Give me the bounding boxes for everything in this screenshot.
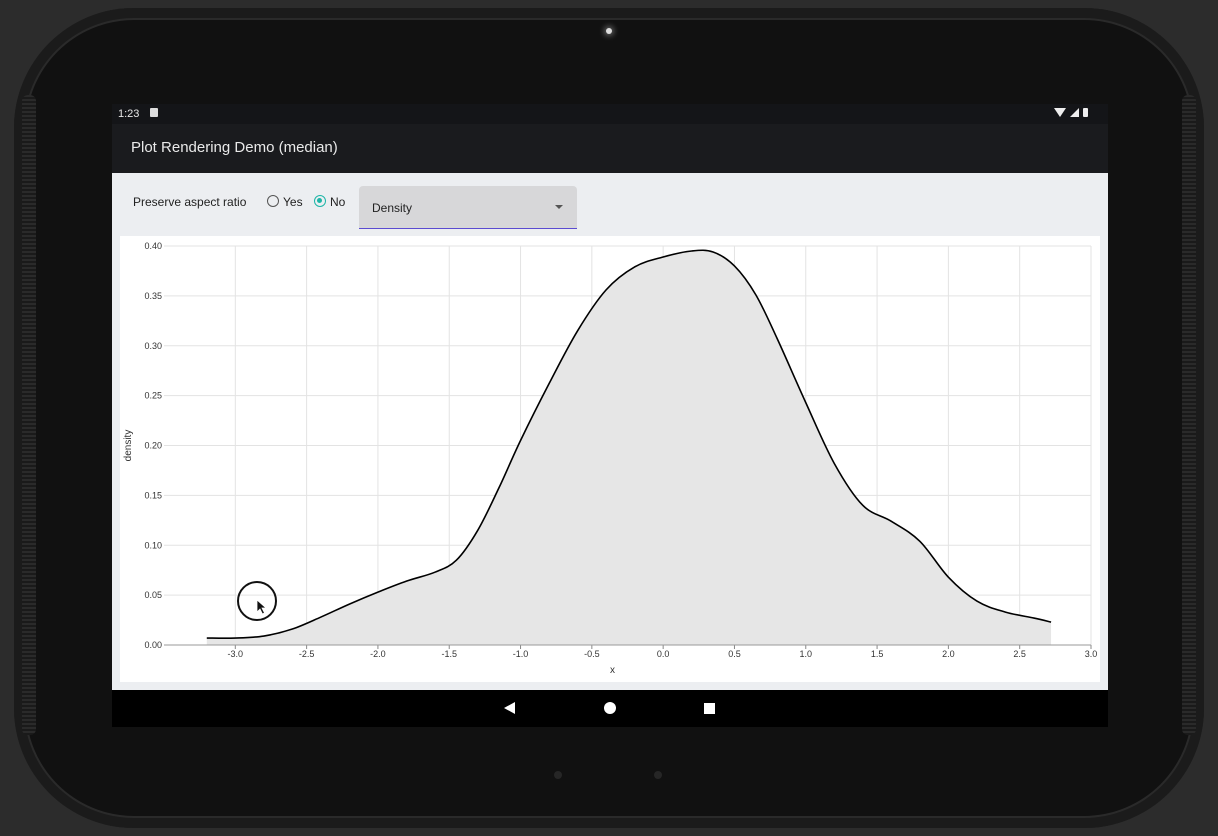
y-tick-label: 0.35 <box>144 291 162 301</box>
y-axis-label: density <box>123 430 134 462</box>
controls-row: Preserve aspect ratio Yes No Density <box>112 173 1108 236</box>
sensor-dot <box>654 771 662 779</box>
navigation-bar <box>112 690 1108 727</box>
preserve-aspect-ratio-label: Preserve aspect ratio <box>133 195 247 209</box>
x-axis-label: x <box>610 665 615 676</box>
home-icon[interactable] <box>604 702 616 714</box>
density-area <box>206 250 1052 645</box>
device-screen: 1:23 Plot Rendering Demo (median) Preser… <box>112 104 1108 727</box>
x-tick-label: -2.5 <box>299 649 315 659</box>
y-tick-label: 0.05 <box>144 590 162 600</box>
radio-no[interactable] <box>314 195 326 207</box>
plot-card: -3.0 -2.5 -2.0 -1.5 -1.0 -0.5 0.0 0.5 1.0 1.5 2.0 2… <box>120 236 1100 682</box>
back-icon[interactable] <box>504 702 515 714</box>
front-camera <box>606 28 612 34</box>
app-title: Plot Rendering Demo (median) <box>131 139 338 156</box>
radio-yes-label[interactable]: Yes <box>283 195 303 209</box>
x-tick-label: -1.0 <box>513 649 529 659</box>
x-tick-label: -0.5 <box>584 649 600 659</box>
status-icons <box>1054 108 1088 117</box>
signal-icon <box>1070 108 1079 117</box>
mouse-pointer-icon <box>256 599 268 615</box>
status-bar: 1:23 <box>112 104 1108 124</box>
battery-icon <box>1083 108 1088 117</box>
density-line <box>206 249 1052 639</box>
x-tick-label: -2.0 <box>370 649 386 659</box>
notification-icon <box>150 108 158 117</box>
y-tick-label: 0.25 <box>144 391 162 401</box>
y-tick-label: 0.20 <box>144 441 162 451</box>
app-bar: Plot Rendering Demo (median) <box>112 124 1108 173</box>
y-tick-label: 0.00 <box>144 640 162 650</box>
speaker-grille-right <box>1182 95 1196 735</box>
y-tick-label: 0.10 <box>144 540 162 550</box>
x-tick-label: 0.0 <box>657 649 670 659</box>
x-tick-label: 0.5 <box>728 649 741 659</box>
x-tick-label: 3.0 <box>1085 649 1098 659</box>
radio-no-label[interactable]: No <box>330 195 346 209</box>
x-tick-label: -1.5 <box>441 649 457 659</box>
x-tick-label: 1.5 <box>871 649 884 659</box>
speaker-grille-left <box>22 95 36 735</box>
x-tick-label: 1.0 <box>800 649 813 659</box>
plot-type-dropdown[interactable]: Density <box>359 186 577 229</box>
density-chart: -3.0 -2.5 -2.0 -1.5 -1.0 -0.5 0.0 0.5 1.0 1.5 2.0 2… <box>123 241 1098 676</box>
status-time: 1:23 <box>118 108 140 120</box>
x-tick-label: -3.0 <box>228 649 244 659</box>
radio-yes[interactable] <box>267 195 279 207</box>
dropdown-arrow-icon <box>555 205 563 209</box>
recents-icon[interactable] <box>704 703 715 714</box>
y-tick-label: 0.40 <box>144 241 162 251</box>
x-tick-label: 2.0 <box>942 649 955 659</box>
y-tick-label: 0.15 <box>144 490 162 500</box>
sensor-dot <box>554 771 562 779</box>
touch-indicator <box>237 581 277 621</box>
wifi-icon <box>1054 108 1066 117</box>
y-tick-label: 0.30 <box>144 341 162 351</box>
x-tick-label: 2.5 <box>1013 649 1026 659</box>
plot-type-value: Density <box>372 201 413 215</box>
